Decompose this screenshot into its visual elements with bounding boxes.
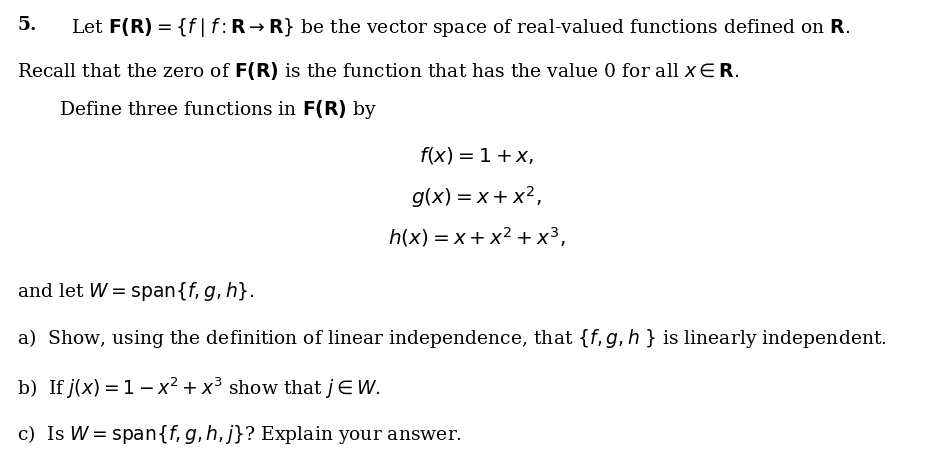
- Text: 5.: 5.: [17, 16, 36, 35]
- Text: b)  If $j(x) = 1 - x^2 + x^3$ show that $j \in W.$: b) If $j(x) = 1 - x^2 + x^3$ show that $…: [17, 376, 381, 402]
- Text: $f(x) = 1 + x,$: $f(x) = 1 + x,$: [418, 145, 534, 166]
- Text: a)  Show, using the definition of linear independence, that $\{f, g, h\;\}$ is l: a) Show, using the definition of linear …: [17, 327, 886, 350]
- Text: Recall that the zero of $\mathbf{F(R)}$ is the function that has the value 0 for: Recall that the zero of $\mathbf{F(R)}$ …: [17, 60, 739, 82]
- Text: Let $\mathbf{F(R)} = \{f \mid f : \mathbf{R} \rightarrow \mathbf{R}\}$ be the ve: Let $\mathbf{F(R)} = \{f \mid f : \mathb…: [71, 16, 850, 39]
- Text: $h(x) = x + x^2 + x^3,$: $h(x) = x + x^2 + x^3,$: [387, 226, 565, 249]
- Text: $g(x) = x + x^2,$: $g(x) = x + x^2,$: [411, 184, 541, 210]
- Text: c)  Is $W = \mathrm{span}\{f, g, h, j\}$? Explain your answer.: c) Is $W = \mathrm{span}\{f, g, h, j\}$?…: [17, 423, 462, 446]
- Text: and let $W = \mathrm{span}\{f, g, h\}.$: and let $W = \mathrm{span}\{f, g, h\}.$: [17, 280, 254, 303]
- Text: Define three functions in $\mathbf{F(R)}$ by: Define three functions in $\mathbf{F(R)}…: [59, 98, 377, 121]
